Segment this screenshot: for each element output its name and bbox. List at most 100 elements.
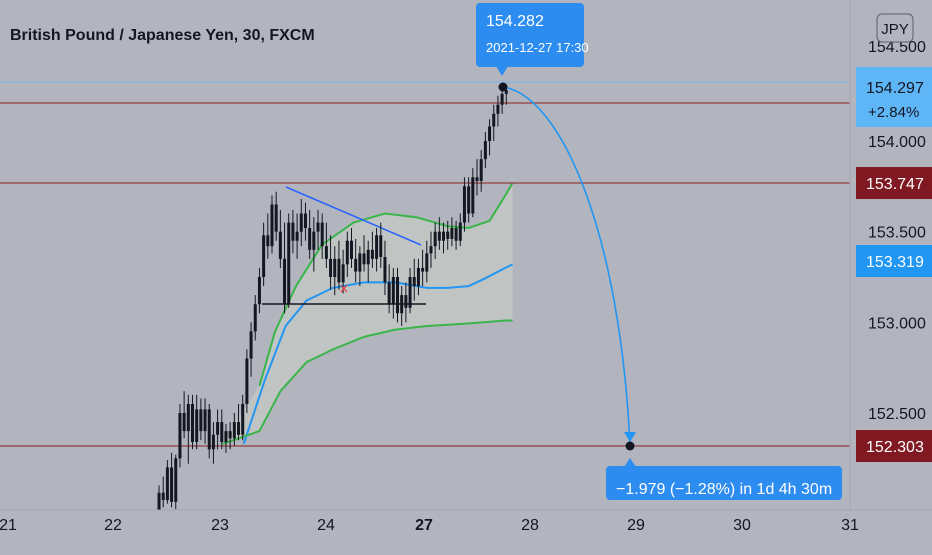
candle xyxy=(320,213,324,259)
projection-start-tooltip: 154.282 2021-12-27 17:30 xyxy=(476,3,589,76)
candle xyxy=(316,209,320,250)
candle xyxy=(165,460,169,504)
candle xyxy=(249,322,253,377)
candle xyxy=(232,413,236,446)
price-label-152-303-text: 152.303 xyxy=(866,439,924,456)
candle xyxy=(349,228,353,268)
candle xyxy=(203,398,207,444)
candle xyxy=(471,168,475,218)
candle xyxy=(195,394,199,450)
candle xyxy=(362,235,366,272)
candle xyxy=(492,104,496,141)
candle xyxy=(379,222,383,268)
candle xyxy=(358,246,362,287)
projection-arc[interactable] xyxy=(502,86,631,447)
candle xyxy=(303,202,307,241)
x-tick-label: 30 xyxy=(733,517,751,534)
candle xyxy=(299,199,303,247)
projection-start-point[interactable] xyxy=(498,82,508,92)
candle xyxy=(383,240,387,296)
candle xyxy=(421,249,425,287)
candle xyxy=(483,131,487,169)
y-tick-label: 152.500 xyxy=(868,406,926,423)
candle xyxy=(170,452,174,508)
candle xyxy=(324,222,328,268)
candle xyxy=(425,240,429,283)
candle xyxy=(186,394,190,464)
last-price-change: +2.84% xyxy=(868,104,919,121)
candle xyxy=(199,398,203,441)
candle xyxy=(433,222,437,259)
candle xyxy=(396,267,400,323)
candle xyxy=(391,267,395,319)
candle xyxy=(400,286,404,326)
candle xyxy=(312,217,316,272)
candle xyxy=(220,409,224,450)
candle xyxy=(408,267,412,314)
candle xyxy=(270,195,274,254)
x-tick-label: 31 xyxy=(841,517,859,534)
candle xyxy=(262,222,266,287)
candle xyxy=(237,403,241,441)
candle xyxy=(437,217,441,250)
x-axis-ticks: 21 22 23 24 27 28 29 30 31 xyxy=(0,517,859,534)
y-tick-top: 154.500 xyxy=(868,39,926,56)
candle xyxy=(333,246,337,296)
tooltip-price: 154.282 xyxy=(486,13,544,30)
volatility-bands xyxy=(222,182,514,445)
x-tick-label: 24 xyxy=(317,517,335,534)
candle xyxy=(488,119,492,156)
candle xyxy=(404,282,408,323)
candle xyxy=(274,191,278,241)
candle xyxy=(375,228,379,272)
candle xyxy=(366,240,370,283)
candle xyxy=(370,231,374,268)
candle xyxy=(228,422,232,450)
x-tick-label: 22 xyxy=(104,517,122,534)
candle xyxy=(467,177,471,223)
projection-arrowhead xyxy=(624,432,636,442)
price-label-153-319: 153.319 xyxy=(856,245,932,277)
time-scale[interactable] xyxy=(0,510,932,550)
candle xyxy=(475,159,479,196)
last-price-value: 154.297 xyxy=(866,80,924,97)
band-upper-line xyxy=(258,182,514,387)
candle xyxy=(241,394,245,441)
projection-end-point[interactable] xyxy=(625,441,635,451)
y-axis-ticks: 154.000 153.500 153.000 152.500 xyxy=(868,134,926,423)
candle xyxy=(245,349,249,413)
currency-label: JPY xyxy=(881,21,909,38)
price-label-153-747: 153.747 xyxy=(856,167,932,199)
chart-title: British Pound / Japanese Yen, 30, FXCM xyxy=(10,27,315,44)
price-label-153-319-text: 153.319 xyxy=(866,254,924,271)
price-label-152-303: 152.303 xyxy=(856,430,932,462)
candle xyxy=(182,391,186,439)
trend-line[interactable] xyxy=(285,186,422,246)
band-middle-line xyxy=(242,263,514,445)
y-tick-label: 153.500 xyxy=(868,225,926,242)
candle xyxy=(454,220,458,250)
x-tick-label: 23 xyxy=(211,517,229,534)
last-price-label: 154.297 +2.84% xyxy=(856,67,932,127)
band-fill xyxy=(222,182,513,444)
price-label-153-747-text: 153.747 xyxy=(866,176,924,193)
candle xyxy=(354,238,358,283)
candle xyxy=(224,423,228,453)
currency-button[interactable]: JPY xyxy=(876,13,914,43)
x-tick-label: 27 xyxy=(415,517,433,534)
candle xyxy=(266,213,270,259)
y-tick-label: 153.000 xyxy=(868,315,926,332)
candle xyxy=(341,249,345,294)
candle xyxy=(253,295,257,341)
candle xyxy=(174,454,178,510)
candle xyxy=(416,258,420,296)
candle xyxy=(207,403,211,459)
candle xyxy=(308,209,312,259)
candle xyxy=(295,213,299,259)
tooltip-change: −1.979 (−1.28%) in 1d 4h 30m xyxy=(616,481,832,498)
candle xyxy=(178,403,182,468)
candle xyxy=(429,231,433,268)
projection-end-tooltip: −1.979 (−1.28%) in 1d 4h 30m xyxy=(606,458,842,500)
